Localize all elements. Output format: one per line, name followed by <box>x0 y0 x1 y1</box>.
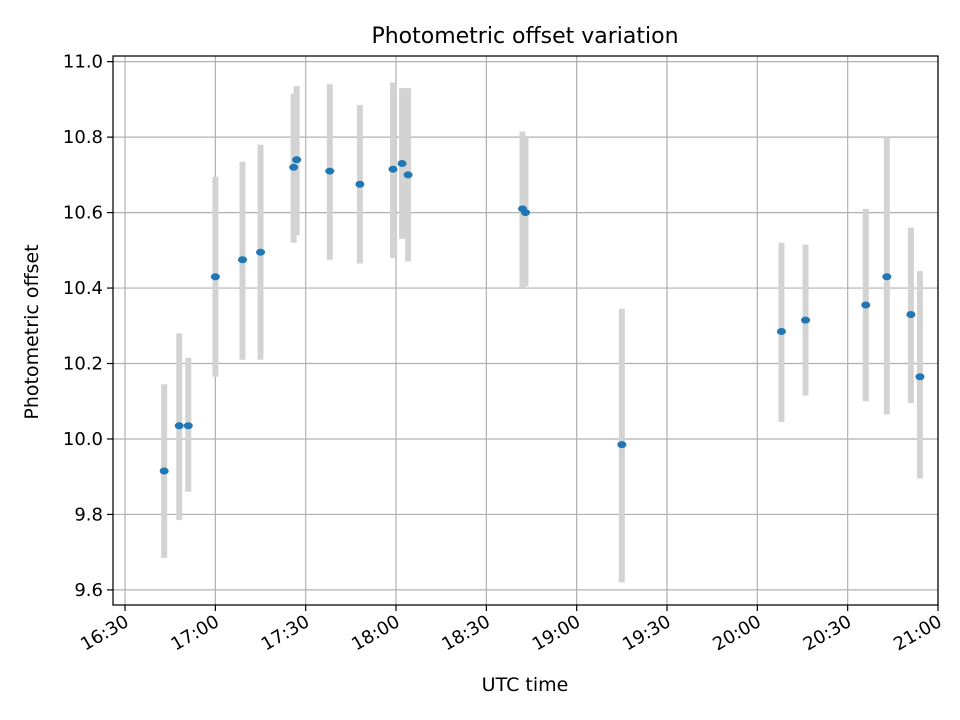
y-tick-label: 10.8 <box>63 127 103 148</box>
data-point <box>906 310 916 318</box>
data-point <box>801 316 811 324</box>
data-point <box>159 467 169 475</box>
data-point <box>617 441 627 449</box>
plot-frame <box>112 55 939 606</box>
data-point <box>861 301 871 309</box>
grid-lines <box>113 56 939 605</box>
data-point <box>521 209 530 217</box>
data-point <box>237 256 247 264</box>
data-point <box>325 167 335 175</box>
data-point <box>183 422 193 430</box>
y-tick-label: 11.0 <box>63 52 103 73</box>
data-point <box>292 156 302 164</box>
chart-title: Photometric offset variation <box>371 24 678 49</box>
y-tick-label: 10.2 <box>63 354 103 375</box>
data-point <box>388 165 398 173</box>
x-axis-label: UTC time <box>482 674 569 696</box>
data-point <box>210 273 220 281</box>
data-point <box>403 171 413 179</box>
data-point <box>289 163 299 171</box>
data-point <box>256 248 266 256</box>
y-axis-ticks: 9.6 9.8 10.0 10.2 10.4 10.6 10.8 11.0 <box>63 52 113 601</box>
data-point <box>915 373 925 381</box>
y-axis-label: Photometric offset <box>21 244 43 419</box>
y-tick-label: 9.8 <box>74 504 103 525</box>
data-point <box>776 327 786 335</box>
data-point <box>355 180 365 188</box>
y-tick-label: 10.6 <box>63 203 103 224</box>
data-point <box>397 160 407 168</box>
y-tick-label: 10.4 <box>63 278 103 299</box>
y-tick-label: 9.6 <box>74 580 103 601</box>
data-point <box>174 422 184 430</box>
data-points <box>159 156 925 475</box>
data-point <box>882 273 892 281</box>
y-tick-label: 10.0 <box>63 429 103 450</box>
